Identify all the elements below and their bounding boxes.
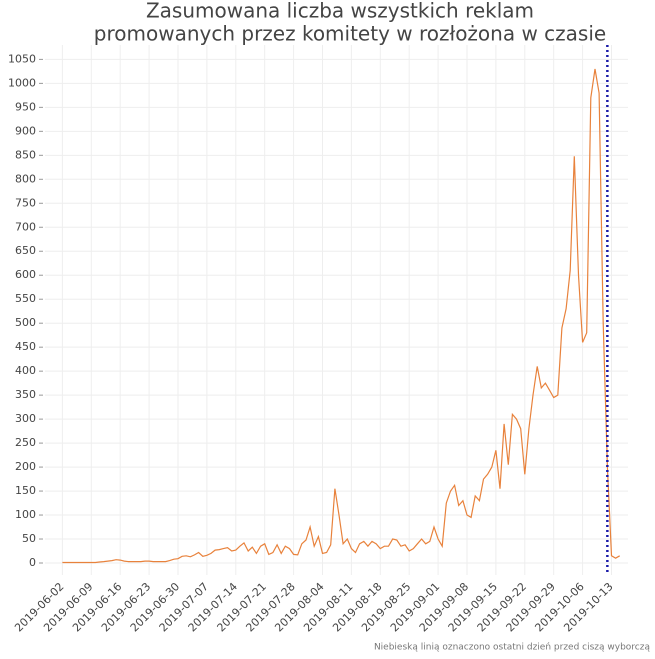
y-tick-label: 300: [15, 412, 36, 425]
annotation: Niebieską linią oznaczono ostatni dzień …: [374, 643, 651, 653]
y-tick-label: 850: [15, 148, 36, 161]
y-tick-label: 550: [15, 292, 36, 305]
chart-title: Zasumowana liczba wszystkich reklam: [146, 0, 534, 23]
y-tick-label: 950: [15, 100, 36, 113]
y-tick-label: 250: [15, 436, 36, 449]
y-tick-label: 900: [15, 124, 36, 137]
y-tick-label: 1050: [8, 52, 36, 65]
y-tick-label: 0: [29, 556, 36, 569]
y-tick-label: 400: [15, 364, 36, 377]
y-tick-label: 600: [15, 268, 36, 281]
chart-subtitle: promowanych przez komitety w rozłożona w…: [94, 22, 606, 46]
y-tick-label: 100: [15, 508, 36, 521]
y-tick-label: 1000: [8, 76, 36, 89]
y-tick-label: 450: [15, 340, 36, 353]
y-tick-label: 150: [15, 484, 36, 497]
y-tick-label: 750: [15, 196, 36, 209]
y-tick-label: 700: [15, 220, 36, 233]
y-tick-label: 50: [22, 532, 36, 545]
y-tick-label: 350: [15, 388, 36, 401]
y-tick-label: 650: [15, 244, 36, 257]
y-tick-label: 800: [15, 172, 36, 185]
y-tick-label: 200: [15, 460, 36, 473]
y-tick-label: 500: [15, 316, 36, 329]
line: [62, 68, 621, 564]
